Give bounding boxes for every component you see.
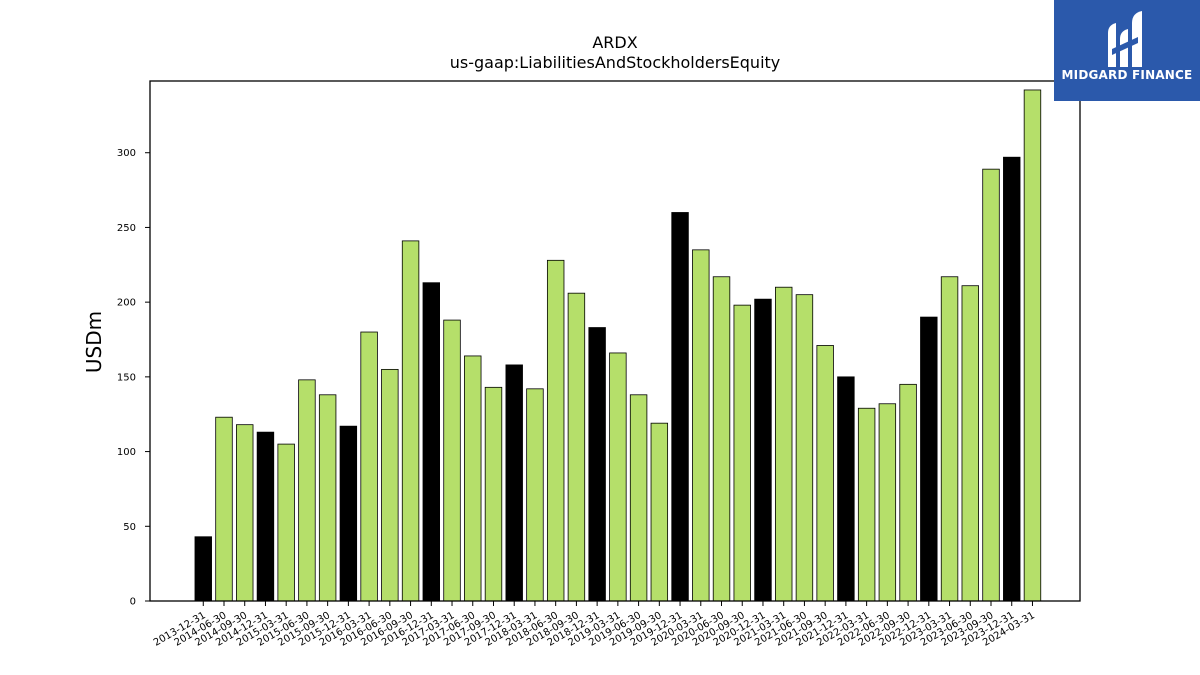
bar-2014-06-30: [215, 416, 233, 602]
bar-2015-06-30: [298, 379, 316, 602]
bar-2022-09-30: [899, 383, 917, 602]
brand-name: MIDGARD FINANCE: [1061, 68, 1193, 82]
chart-subtitle: us-gaap:LiabilitiesAndStockholdersEquity: [450, 53, 781, 72]
brand-logo: MIDGARD FINANCE: [1054, 0, 1200, 101]
bar-2024-03-31: [1023, 89, 1042, 602]
y-tick-label: 0: [130, 597, 136, 608]
bar-2019-03-31: [609, 352, 627, 602]
bar-2020-03-31: [692, 249, 710, 602]
bar-2018-03-31: [526, 388, 544, 602]
y-tick-label: 100: [117, 447, 136, 458]
y-axis-ticks: 0 50 100 150 200 250 300: [117, 148, 150, 608]
bar-2019-09-30: [650, 422, 669, 602]
bar-2014-12-31: [256, 431, 275, 602]
bar-2021-12-31: [837, 376, 855, 602]
bar-2023-09-30: [982, 168, 1000, 602]
bar-2015-09-30: [318, 394, 337, 602]
bar-2020-06-30: [712, 276, 731, 602]
bar-2016-06-30: [381, 368, 399, 602]
bar-2017-06-30: [464, 355, 482, 602]
y-tick-label: 50: [123, 522, 136, 533]
brand-mark-icon: [1108, 11, 1142, 67]
bar-2019-12-31: [671, 212, 689, 602]
bar-2017-12-31: [505, 364, 523, 602]
plot-frame: [149, 80, 1081, 602]
bar-2015-12-31: [339, 425, 358, 602]
bar-2022-12-31: [920, 316, 938, 602]
bar-2019-06-30: [629, 394, 648, 602]
bar-2016-12-31: [422, 282, 441, 602]
bar-2015-03-31: [277, 443, 295, 602]
bar-2017-09-30: [484, 386, 503, 602]
bar-2021-09-30: [816, 345, 834, 602]
bar-2020-09-30: [733, 304, 751, 602]
y-tick-label: 250: [117, 223, 136, 234]
bar-2014-09-30: [236, 424, 254, 602]
bar-2018-12-31: [588, 327, 606, 602]
bar-2017-03-31: [443, 319, 461, 602]
bar-2021-06-30: [795, 294, 814, 602]
bar-2018-09-30: [567, 292, 586, 602]
y-tick-label: 300: [117, 148, 136, 159]
bar-2023-12-31: [1003, 156, 1021, 602]
bar-2023-03-31: [940, 276, 959, 602]
bar-2022-06-30: [878, 403, 897, 602]
y-tick-label: 150: [117, 372, 136, 383]
bar-2023-06-30: [961, 285, 979, 602]
bar-2021-03-31: [775, 286, 793, 602]
bar-2022-03-31: [857, 407, 876, 602]
chart-title: ARDX: [592, 33, 637, 52]
bar-2018-06-30: [546, 259, 565, 602]
bar-series: [194, 89, 1042, 602]
y-axis-label: USDm: [82, 311, 106, 373]
bar-2016-09-30: [401, 240, 420, 602]
x-axis-ticks: 2013-12-312014-06-302014-09-302014-12-31…: [152, 601, 1037, 649]
bar-2016-03-31: [360, 331, 378, 602]
bar-2020-12-31: [754, 298, 772, 602]
y-tick-label: 200: [117, 298, 136, 309]
bar-2013-12-31: [194, 536, 212, 602]
